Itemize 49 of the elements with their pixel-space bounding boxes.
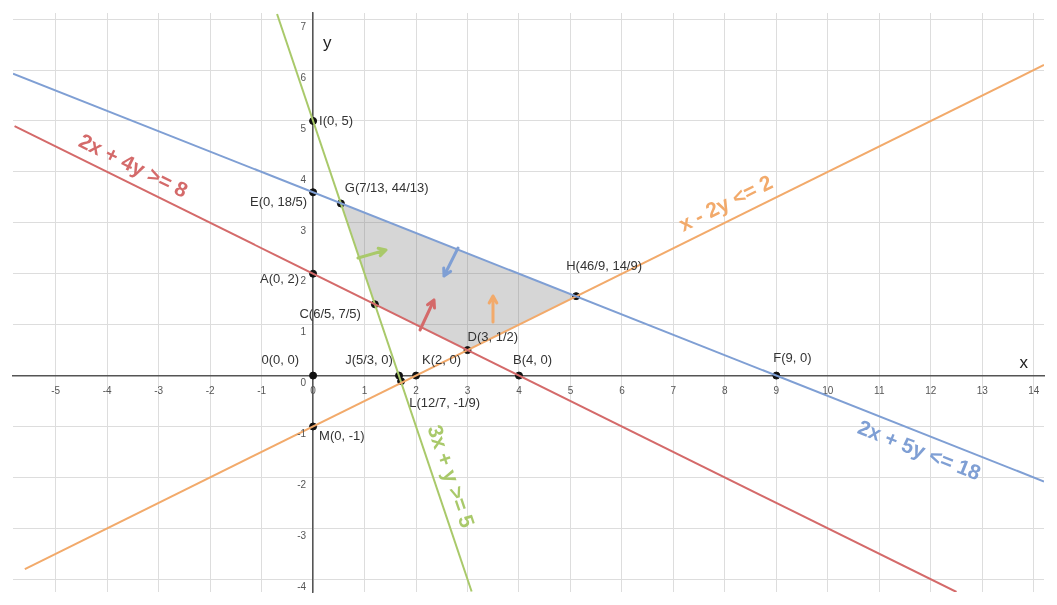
y-tick-label: 4 xyxy=(300,173,307,185)
x-tick-label: -4 xyxy=(102,385,113,397)
annotation: 0(0, 0) xyxy=(261,352,300,368)
x-tick-label: 2 xyxy=(413,385,420,397)
annotation: F(9, 0) xyxy=(773,350,812,366)
y-axis-title: y xyxy=(323,32,333,52)
y-tick-label: 7 xyxy=(300,20,307,32)
annotation: G(7/13, 44/13) xyxy=(344,179,429,195)
y-tick-label: -3 xyxy=(297,530,307,542)
annotation: D(3, 1/2) xyxy=(467,328,519,344)
x-tick-label: 3 xyxy=(464,385,471,397)
x-tick-label: 14 xyxy=(1028,385,1040,397)
y-tick-label: 5 xyxy=(300,122,307,134)
annotation: J(5/3, 0) xyxy=(345,352,393,368)
x-tick-label: 4 xyxy=(516,385,523,397)
x-tick-label: 5 xyxy=(567,385,574,397)
annotation: H(46/9, 14/9) xyxy=(566,257,643,273)
y-tick-label: 1 xyxy=(300,326,307,338)
x-tick-label: -1 xyxy=(257,385,267,397)
y-tick-label: 2 xyxy=(300,275,307,287)
text: 2x + 5y <= 18 xyxy=(854,415,985,485)
annotation: E(0, 18/5) xyxy=(249,193,308,209)
y-tick-label: 3 xyxy=(300,224,307,236)
x-tick-label: -2 xyxy=(205,385,216,397)
x-tick-label: 12 xyxy=(925,385,937,397)
x-tick-label: 13 xyxy=(976,385,989,397)
annotation: B(4, 0) xyxy=(512,352,552,368)
text: 3x + y >= 5 xyxy=(423,421,480,531)
x-tick-label: 9 xyxy=(773,385,780,397)
y-tick-label: 6 xyxy=(300,71,307,83)
y-tick-label: 0 xyxy=(300,377,307,389)
x-tick-label: 1 xyxy=(361,385,368,397)
x-tick-label: -5 xyxy=(51,385,61,397)
annotation: I(0, 5) xyxy=(319,112,354,128)
y-tick-label: -2 xyxy=(297,479,307,491)
annotation: M(0, -1) xyxy=(319,428,365,444)
x-tick-label: 11 xyxy=(874,385,885,397)
text: x - 2y <= 2 xyxy=(674,170,776,236)
y-tick-label: -4 xyxy=(297,581,307,593)
x-tick-label: -3 xyxy=(154,385,164,397)
text: 2x + 4y >= 8 xyxy=(75,128,193,202)
annotation: K(2, 0) xyxy=(422,352,462,368)
annotation: A(0, 2) xyxy=(260,271,300,287)
x-tick-label: 6 xyxy=(619,385,626,397)
x-tick-label: 8 xyxy=(722,385,729,397)
annotation: L(12/7, -1/9) xyxy=(409,394,481,410)
x-tick-label: 7 xyxy=(670,385,677,397)
x-axis-title: x xyxy=(1019,353,1029,373)
x-tick-label: 10 xyxy=(822,385,834,397)
